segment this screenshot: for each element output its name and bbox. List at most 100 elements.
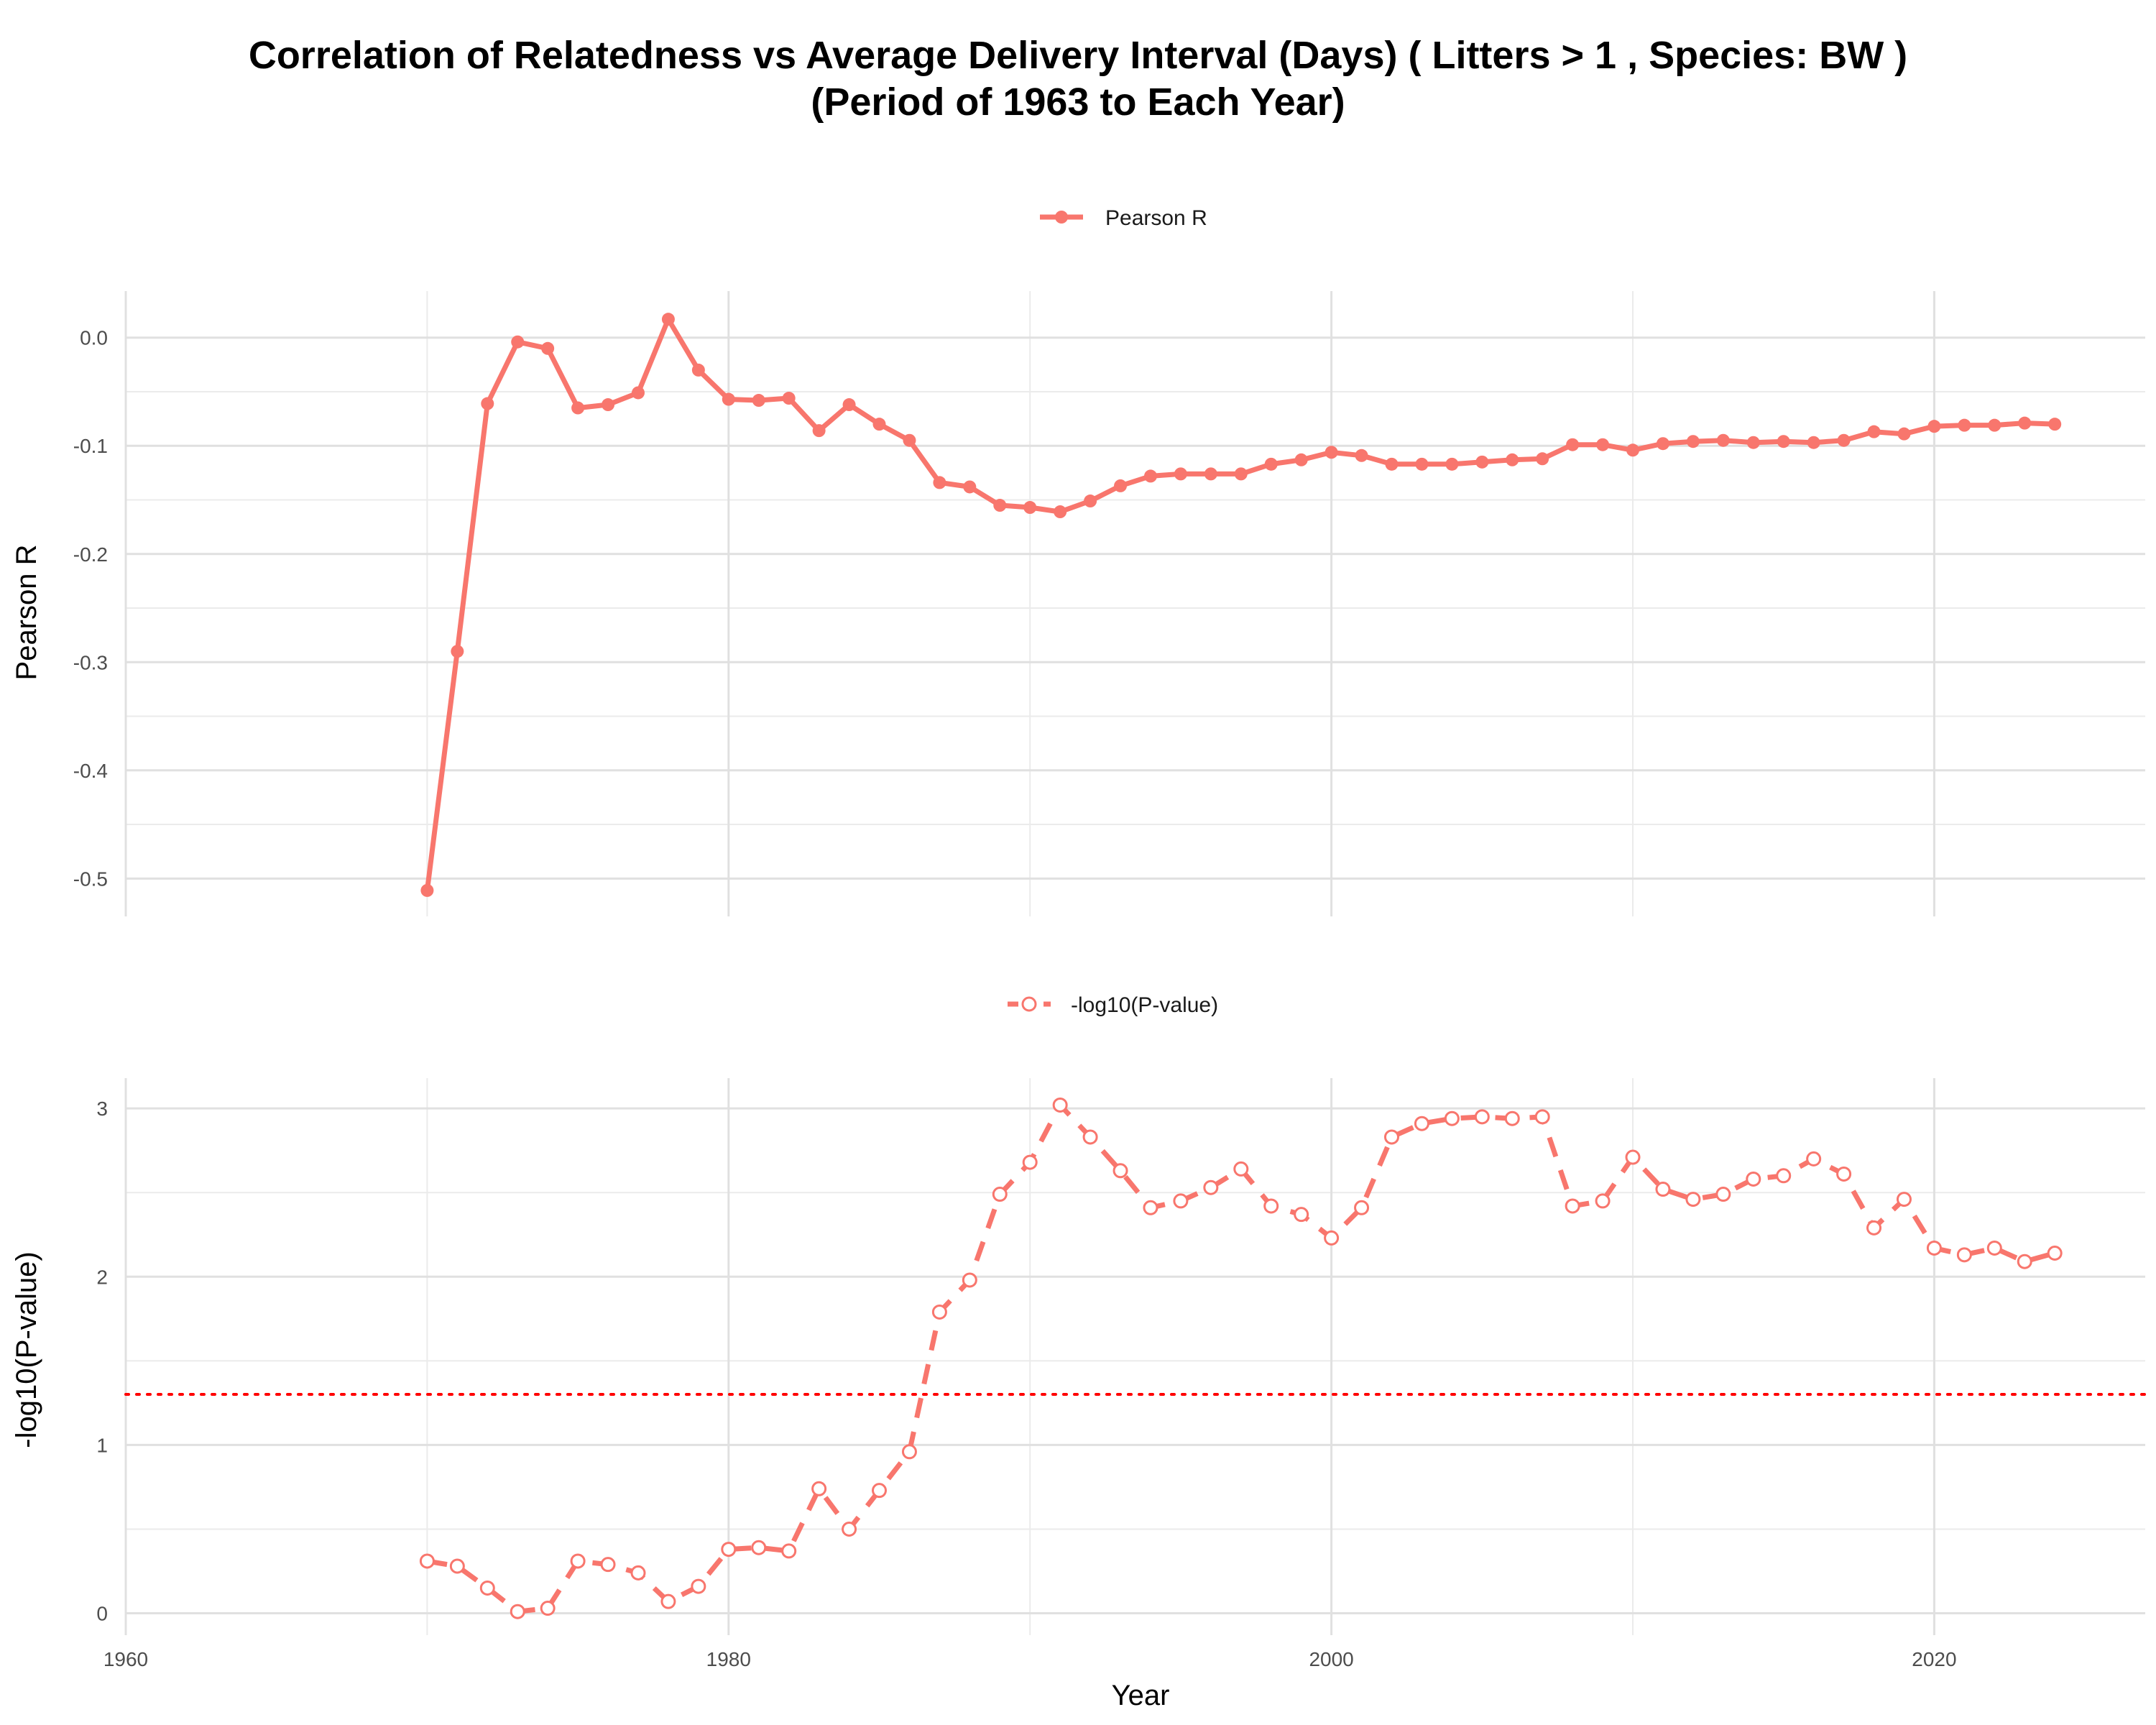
chart-title-line-2: (Period of 1963 to Each Year) bbox=[811, 80, 1345, 124]
data-point bbox=[1052, 1097, 1068, 1113]
data-point bbox=[781, 1543, 797, 1559]
data-point bbox=[751, 1540, 767, 1555]
x-tick-label: 2020 bbox=[1912, 1648, 1956, 1670]
data-point bbox=[1956, 1247, 1972, 1263]
y-tick-label: -0.5 bbox=[73, 868, 108, 890]
data-point bbox=[2048, 418, 2062, 431]
data-point bbox=[1746, 1171, 1761, 1187]
data-point bbox=[1926, 1240, 1942, 1256]
data-point bbox=[1686, 435, 1700, 448]
data-point bbox=[1414, 1116, 1429, 1131]
data-point bbox=[1143, 469, 1157, 483]
data-point bbox=[630, 1565, 646, 1581]
data-point bbox=[1716, 433, 1730, 447]
data-point bbox=[931, 1304, 947, 1320]
data-point bbox=[510, 1604, 525, 1619]
pearson-r-series bbox=[420, 313, 2062, 897]
data-point bbox=[1806, 1151, 1822, 1167]
data-point bbox=[1082, 1129, 1098, 1145]
y-tick-label: 0.0 bbox=[80, 327, 108, 349]
pearson-r-gridlines bbox=[124, 291, 2145, 916]
data-point bbox=[1866, 1220, 1882, 1236]
data-point bbox=[872, 418, 886, 431]
data-point bbox=[1927, 420, 1941, 433]
data-point bbox=[1022, 1154, 1038, 1170]
data-point bbox=[1174, 467, 1187, 481]
data-point bbox=[1655, 1182, 1671, 1197]
data-point bbox=[600, 1557, 616, 1573]
data-point bbox=[811, 1481, 827, 1496]
data-point bbox=[420, 883, 434, 897]
data-point bbox=[691, 1578, 706, 1594]
data-point bbox=[570, 1553, 586, 1569]
data-point bbox=[963, 480, 977, 494]
data-point bbox=[1685, 1192, 1701, 1208]
data-point bbox=[1776, 1168, 1792, 1184]
data-point bbox=[842, 398, 856, 412]
data-point bbox=[962, 1272, 977, 1288]
data-point bbox=[993, 499, 1007, 512]
data-point bbox=[1084, 494, 1097, 508]
neg-log10-p-value-gridlines bbox=[124, 1078, 2145, 1635]
data-point bbox=[1294, 1207, 1309, 1223]
data-point bbox=[1534, 1109, 1550, 1125]
pearson-r-legend: Pearson R bbox=[1040, 206, 1207, 230]
data-point bbox=[1324, 1230, 1340, 1246]
neg-log10-p-value-y-tick-labels: 0 1 2 3 bbox=[96, 1098, 108, 1624]
data-point bbox=[722, 392, 735, 406]
data-point bbox=[1233, 1161, 1249, 1177]
data-point bbox=[1204, 467, 1217, 481]
data-point bbox=[812, 424, 826, 438]
data-point bbox=[1263, 1198, 1279, 1214]
data-point bbox=[1807, 436, 1820, 449]
neg-log10-p-value-y-axis-title: -log10(P-value) bbox=[11, 1251, 42, 1448]
x-tick-label: 2000 bbox=[1309, 1648, 1353, 1670]
y-tick-label: -0.2 bbox=[73, 543, 108, 566]
data-point bbox=[479, 1580, 495, 1596]
data-point bbox=[903, 433, 916, 447]
neg-log10-p-value-panel: -log10(P-value) -log10(P-value) 0 1 2 3 196… bbox=[11, 993, 2147, 1711]
data-point bbox=[481, 397, 494, 410]
data-point bbox=[1896, 1192, 1912, 1208]
y-tick-label: 2 bbox=[96, 1266, 108, 1288]
data-point bbox=[451, 645, 464, 658]
pearson-r-y-axis-title: Pearson R bbox=[11, 545, 42, 681]
data-point bbox=[449, 1558, 465, 1574]
neg-log10-p-value-series bbox=[419, 1097, 2063, 1619]
data-point bbox=[1986, 1240, 2002, 1256]
data-point bbox=[1506, 453, 1519, 466]
pearson-r-y-tick-labels: 0.0 -0.1 -0.2 -0.3 -0.4 -0.5 bbox=[73, 327, 108, 891]
chart-title-line-1: Correlation of Relatedness vs Average De… bbox=[249, 34, 1907, 77]
data-point bbox=[1445, 457, 1459, 471]
data-point bbox=[1444, 1110, 1460, 1126]
data-point bbox=[1385, 457, 1399, 471]
data-point bbox=[1626, 443, 1640, 457]
data-point bbox=[1114, 479, 1128, 492]
data-point bbox=[933, 476, 946, 489]
data-point bbox=[1294, 453, 1308, 466]
data-point bbox=[1836, 1166, 1852, 1182]
data-point bbox=[842, 1521, 857, 1537]
data-point bbox=[1234, 467, 1248, 481]
data-point bbox=[540, 1601, 556, 1616]
data-point bbox=[511, 335, 525, 349]
data-point bbox=[2017, 1254, 2032, 1269]
data-point bbox=[1777, 435, 1790, 448]
data-point bbox=[1054, 505, 1067, 519]
data-point bbox=[1325, 446, 1338, 459]
data-point bbox=[1595, 1193, 1611, 1209]
data-point bbox=[1264, 457, 1278, 471]
data-point bbox=[721, 1542, 737, 1558]
y-tick-label: 3 bbox=[96, 1098, 108, 1120]
x-axis-title: Year bbox=[1112, 1680, 1170, 1711]
data-point bbox=[1415, 457, 1429, 471]
pearson-r-legend-marker bbox=[1055, 211, 1068, 224]
data-point bbox=[1504, 1110, 1520, 1126]
data-point bbox=[660, 1593, 676, 1609]
y-tick-label: -0.4 bbox=[73, 760, 108, 782]
data-point bbox=[1112, 1163, 1128, 1179]
data-point bbox=[602, 398, 615, 412]
data-point bbox=[1625, 1149, 1641, 1165]
x-tick-label: 1980 bbox=[706, 1648, 751, 1670]
data-point bbox=[1023, 501, 1037, 515]
